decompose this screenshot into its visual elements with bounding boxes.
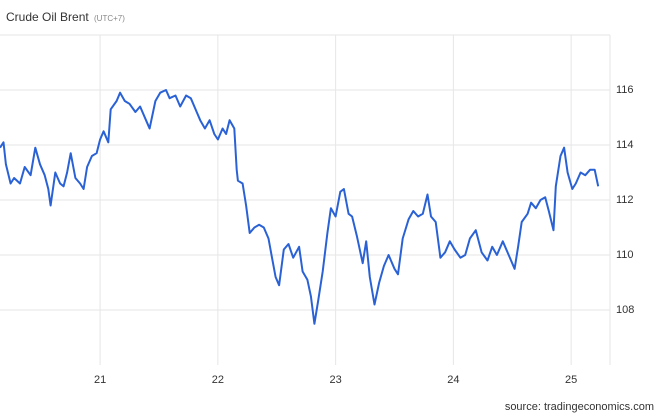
y-tick-label: 114 — [616, 139, 634, 151]
price-line — [0, 89, 600, 325]
x-tick-label: 24 — [447, 374, 459, 386]
x-tick-label: 25 — [565, 374, 577, 386]
y-tick-label: 116 — [616, 84, 634, 96]
chart-subtitle: (UTC+7) — [94, 14, 125, 23]
x-tick-label: 21 — [94, 374, 106, 386]
y-tick-label: 112 — [616, 194, 634, 206]
y-tick-label: 110 — [616, 249, 634, 261]
source-note: source: tradingeconomics.com — [505, 401, 654, 413]
y-tick-label: 108 — [616, 304, 634, 316]
x-tick-label: 22 — [212, 374, 224, 386]
chart-title: Crude Oil Brent — [6, 10, 89, 24]
x-tick-label: 23 — [329, 374, 341, 386]
